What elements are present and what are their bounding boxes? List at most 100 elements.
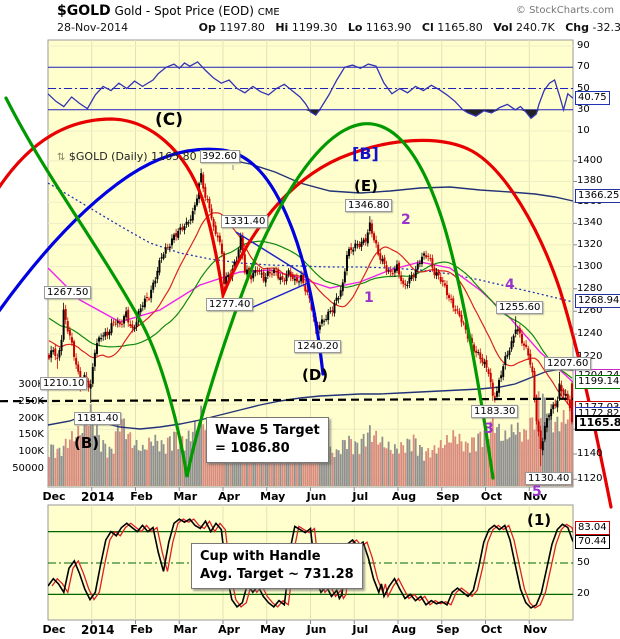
- candle-body: [437, 271, 440, 276]
- volume-bar: [291, 447, 294, 486]
- volume-bar: [333, 457, 336, 486]
- volume-bar: [304, 450, 307, 486]
- volume-bar: [366, 432, 369, 486]
- candle-body: [187, 222, 190, 224]
- candle-body: [454, 309, 457, 312]
- volume-bar: [506, 439, 509, 486]
- candle-body: [77, 364, 80, 372]
- volume-bar: [143, 449, 146, 486]
- candle-body: [389, 270, 392, 273]
- candle-body: [220, 243, 223, 254]
- cycle-arc: [0, 117, 613, 509]
- volume-y-tick: 300K: [18, 378, 44, 390]
- candle-body: [166, 247, 169, 249]
- x-month-label: Dec: [42, 623, 66, 636]
- candle-body: [52, 350, 55, 352]
- volume-bar: [256, 443, 259, 486]
- volume-bar: [152, 445, 155, 486]
- volume-bar: [550, 411, 553, 486]
- candle-body: [237, 249, 240, 260]
- candle-body: [256, 270, 259, 272]
- candle-body: [533, 371, 536, 399]
- candle-body: [458, 311, 461, 316]
- chart-header: $GOLD Gold - Spot Price (EOD) CME © Stoc…: [0, 0, 620, 38]
- candle-body: [100, 338, 103, 340]
- volume-bar: [368, 425, 371, 486]
- candle-body: [48, 354, 51, 359]
- candle-body: [208, 199, 211, 209]
- volume-bar: [464, 441, 467, 486]
- volume-bar: [281, 458, 284, 486]
- volume-bar: [173, 431, 175, 486]
- volume-bar: [381, 436, 384, 486]
- elliott-wave-label: (D): [302, 366, 329, 384]
- candle-body: [495, 391, 498, 397]
- candle-body: [325, 319, 328, 321]
- volume-bar: [102, 440, 105, 486]
- candle-body: [491, 382, 494, 396]
- march-high-callout: 1392.60: [200, 150, 240, 163]
- volume-bar: [127, 433, 130, 486]
- candle-body: [264, 277, 267, 283]
- candle-body: [170, 238, 173, 246]
- x-month-label: Sep: [436, 623, 460, 636]
- candle-body: [402, 280, 405, 284]
- annotation-line: Cup with Handle: [200, 549, 321, 564]
- candle-body: [541, 441, 544, 451]
- rsi-y-tick: 50: [577, 82, 590, 94]
- candle-body: [125, 311, 128, 318]
- candle-body: [433, 267, 436, 276]
- volume-bar: [243, 447, 246, 486]
- volume-bar: [71, 431, 73, 486]
- price-value-flag: 1199.14: [575, 374, 620, 389]
- candle-body: [123, 316, 126, 324]
- candle-body: [216, 235, 219, 238]
- volume-bar: [460, 441, 463, 486]
- candle-body: [441, 280, 444, 283]
- candle-body: [68, 329, 71, 336]
- candle-body: [302, 274, 305, 283]
- volume-bar: [85, 422, 88, 486]
- candle-body: [320, 319, 323, 324]
- volume-bar: [346, 449, 348, 486]
- candle-body: [270, 273, 273, 275]
- volume-bar: [379, 442, 382, 486]
- volume-y-tick: 250K: [18, 395, 44, 407]
- rsi-y-tick: 30: [577, 103, 590, 115]
- candle-body: [373, 233, 376, 241]
- x-month-label: Aug: [391, 490, 417, 503]
- candle-body: [200, 173, 203, 183]
- candle-body: [435, 272, 438, 276]
- x-month-label: Mar: [173, 623, 198, 636]
- candle-body: [91, 366, 94, 384]
- volume-bar: [175, 432, 178, 486]
- candle-body: [185, 221, 188, 225]
- volume-bar: [502, 440, 505, 486]
- candle-body: [425, 255, 428, 258]
- volume-bar: [283, 445, 286, 486]
- candle-body: [529, 353, 532, 365]
- volume-bar: [83, 416, 86, 486]
- price-y-tick: 1300: [577, 260, 603, 272]
- candle-body: [56, 357, 59, 359]
- volume-bar: [93, 435, 96, 486]
- volume-bar: [514, 434, 517, 486]
- volume-bar: [562, 410, 565, 486]
- x-month-label: Jun: [306, 623, 327, 636]
- candle-body: [150, 289, 153, 299]
- volume-bar: [185, 438, 188, 486]
- candle-body: [552, 404, 555, 410]
- volume-bar: [96, 424, 98, 486]
- candle-body: [183, 226, 186, 231]
- candle-body: [50, 350, 53, 358]
- volume-bar: [377, 444, 380, 486]
- candle-body: [333, 302, 336, 314]
- volume-bar: [441, 448, 444, 486]
- elliott-wave-label: (E): [354, 177, 378, 195]
- volume-bar: [425, 451, 428, 486]
- annotation-box-cup-handle: Cup with Handle Avg. Target ~ 731.28: [191, 543, 363, 589]
- candle-body: [114, 323, 117, 325]
- elliott-wave-label: [B]: [352, 144, 379, 163]
- candle-body: [160, 257, 163, 259]
- candle-body: [568, 399, 571, 408]
